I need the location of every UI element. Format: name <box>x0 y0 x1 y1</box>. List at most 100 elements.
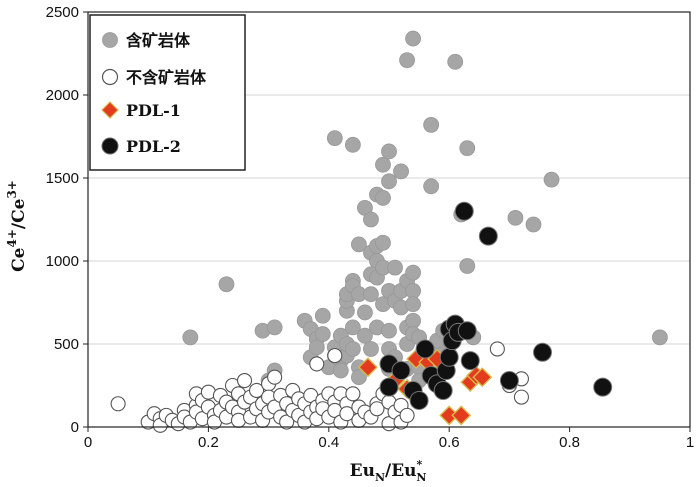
data-point-gray-circle <box>266 319 283 336</box>
data-point-black-circle <box>415 339 435 359</box>
x-tick-label: 0.6 <box>439 434 460 451</box>
data-point-gray-circle <box>525 216 542 233</box>
series-2-points <box>110 341 529 433</box>
data-point-gray-circle <box>357 304 373 321</box>
axis-ticks: 0 0.2 0.4 0.6 0.8 1 0 500 1000 1500 2000 2500 <box>46 4 695 451</box>
data-point-black-circle <box>593 377 613 397</box>
x-tick-label: 0.8 <box>559 434 580 451</box>
data-point-black-circle <box>409 390 429 410</box>
data-point-white-circle <box>309 356 325 372</box>
data-point-black-circle <box>379 377 399 397</box>
data-point-gray-circle <box>363 211 379 228</box>
data-point-black-circle <box>433 380 453 400</box>
data-point-gray-circle <box>344 341 361 357</box>
data-point-diamond <box>451 405 472 426</box>
data-point-white-circle <box>249 382 265 399</box>
y-axis-title: Ce4+/Ce3+ <box>5 180 29 272</box>
data-point-gray-circle <box>423 178 440 195</box>
data-point-gray-circle <box>350 236 367 253</box>
data-point-gray-circle <box>405 282 421 299</box>
data-point-gray-circle <box>459 258 476 274</box>
data-point-diamond <box>472 367 493 388</box>
data-point-gray-circle <box>399 52 415 69</box>
legend-marker-gray-circle <box>102 32 118 48</box>
data-point-gray-circle <box>393 163 409 180</box>
y-tick-label: 2000 <box>46 87 79 104</box>
y-tick-label: 0 <box>71 419 79 436</box>
plot-area-frame <box>87 11 691 428</box>
data-point-gray-circle <box>344 136 361 153</box>
data-point-gray-circle <box>344 319 361 336</box>
data-points <box>110 30 668 433</box>
data-point-gray-circle <box>326 130 343 147</box>
data-point-gray-circle <box>387 259 403 276</box>
legend: 含矿岩体 不含矿岩体 PDL-1 PDL-2 <box>89 14 246 171</box>
data-point-white-circle <box>513 389 529 405</box>
series-4-points <box>379 201 613 410</box>
y-tick-label: 2500 <box>46 4 79 21</box>
data-point-white-circle <box>110 396 126 412</box>
x-tick-label: 1 <box>686 434 694 451</box>
data-point-white-circle <box>279 414 295 430</box>
data-point-gray-circle <box>314 307 331 324</box>
legend-marker-white-circle <box>101 68 119 86</box>
data-point-gray-circle <box>381 143 397 160</box>
data-point-white-circle <box>399 407 415 423</box>
data-point-gray-circle <box>423 116 440 133</box>
data-point-white-circle <box>345 386 361 402</box>
data-point-gray-circle <box>405 264 421 281</box>
data-point-black-circle <box>454 201 474 221</box>
data-point-gray-circle <box>332 362 349 379</box>
data-point-white-circle <box>369 401 385 417</box>
data-point-black-circle <box>499 371 519 391</box>
data-point-gray-circle <box>507 209 524 226</box>
data-point-black-circle <box>478 226 498 246</box>
data-point-diamond <box>357 357 378 378</box>
legend-label-series-4: PDL-2 <box>126 137 181 156</box>
data-point-gray-circle <box>363 341 379 357</box>
data-point-gray-circle <box>375 156 391 173</box>
data-point-gray-circle <box>357 327 373 344</box>
data-point-white-circle <box>339 406 355 422</box>
x-axis-title: EuN/Eu* N <box>350 458 427 484</box>
series-1-points <box>182 30 668 389</box>
data-point-white-circle <box>327 348 343 364</box>
legend-label-series-1: 含矿岩体 <box>126 31 191 50</box>
y-tick-label: 500 <box>54 336 79 353</box>
data-point-gray-circle <box>375 234 391 251</box>
data-point-gray-circle <box>543 171 560 188</box>
data-point-gray-circle <box>363 286 379 303</box>
y-tick-label: 1000 <box>46 253 79 270</box>
data-point-gray-circle <box>314 326 331 342</box>
data-point-gray-circle <box>218 276 235 293</box>
data-point-gray-circle <box>308 339 325 356</box>
data-point-gray-circle <box>405 30 421 47</box>
legend-label-series-3: PDL-1 <box>126 101 181 120</box>
x-tick-label: 0.4 <box>318 434 339 451</box>
y-tick-label: 1500 <box>46 170 79 187</box>
x-tick-label: 0.2 <box>198 434 219 451</box>
data-point-gray-circle <box>182 329 199 346</box>
x-tick-label: 0 <box>84 434 92 451</box>
data-point-gray-circle <box>375 190 391 206</box>
data-point-gray-circle <box>405 296 421 313</box>
data-point-white-circle <box>236 372 253 389</box>
data-point-black-circle <box>460 351 480 371</box>
data-point-gray-circle <box>381 173 397 190</box>
legend-marker-diamond <box>101 101 119 119</box>
data-point-white-circle <box>489 341 505 357</box>
data-point-gray-circle <box>652 329 668 346</box>
data-point-black-circle <box>533 342 553 362</box>
data-point-black-circle <box>457 321 477 341</box>
data-point-gray-circle <box>381 322 397 339</box>
legend-marker-black-circle <box>101 137 119 155</box>
data-point-gray-circle <box>405 312 421 329</box>
legend-label-series-2: 不含矿岩体 <box>126 68 207 87</box>
data-point-black-circle <box>439 347 459 367</box>
data-point-black-circle <box>391 361 411 381</box>
data-point-gray-circle <box>350 369 367 386</box>
data-point-white-circle <box>267 369 283 385</box>
data-point-gray-circle <box>447 53 464 70</box>
data-point-gray-circle <box>459 140 476 157</box>
